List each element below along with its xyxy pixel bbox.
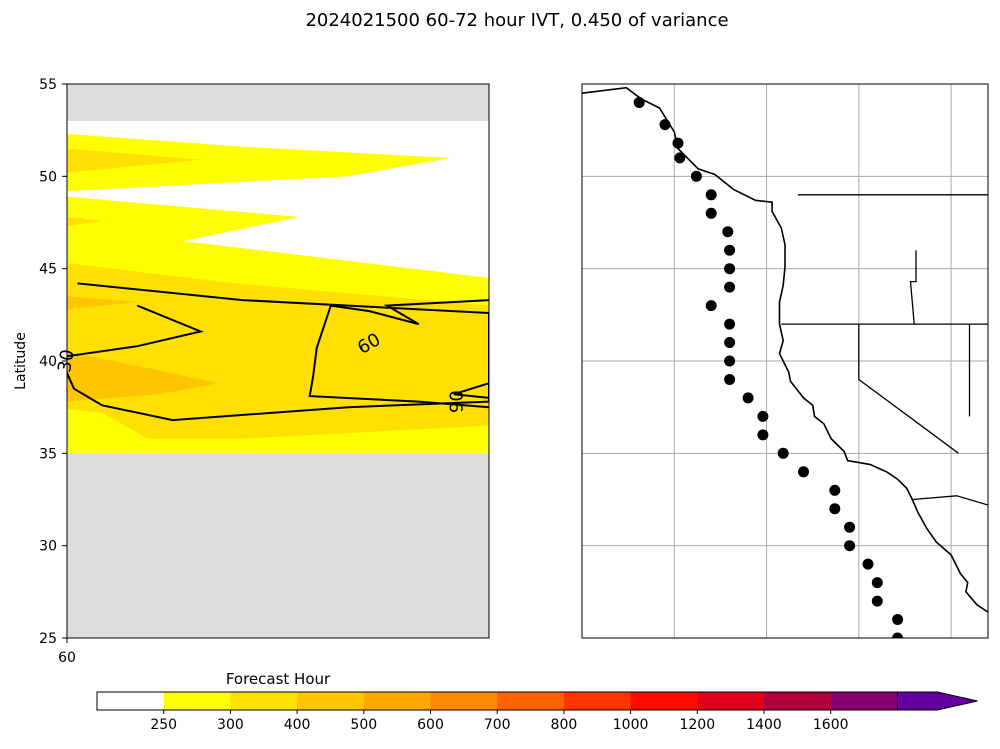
contour-label-90: 90 <box>446 390 467 413</box>
colorbar-segment-1 <box>163 692 231 710</box>
forecast-hour-ticks: 60 <box>58 638 76 666</box>
contour-line-90 <box>453 382 489 399</box>
colorbar-segment-6 <box>497 692 565 710</box>
coastal-marker-3 <box>674 152 686 164</box>
colorbar-segment-2 <box>230 692 298 710</box>
colorbar-tick-label-1200: 1200 <box>679 717 715 733</box>
colorbar-tick-label-1600: 1600 <box>813 717 849 733</box>
border-line-5 <box>912 495 988 506</box>
no-data-bands <box>67 84 489 638</box>
coastal-marker-15 <box>724 374 736 385</box>
colorbar-tick-label-1400: 1400 <box>746 717 782 733</box>
colorbar-segment-3 <box>297 692 365 710</box>
coastal-marker-11 <box>705 300 717 312</box>
contour-line-30 <box>67 282 489 422</box>
coastal-marker-6 <box>705 207 717 219</box>
colorbar-tick-label-300: 300 <box>217 717 244 733</box>
ivt-filled-contours <box>67 133 489 454</box>
colorbar-extend-arrow <box>897 692 978 710</box>
coastal-marker-29 <box>892 632 904 638</box>
ivt-fill-400-500-5 <box>67 296 138 310</box>
colorbar-ticks: 250 300 400 500 600 700 800 1000 1200 1400 1600 <box>150 710 849 733</box>
coastal-marker-13 <box>724 337 736 348</box>
colorbar-arrow-outline <box>896 691 978 711</box>
coastal-marker-28 <box>892 614 904 625</box>
coastal-marker-1 <box>659 119 671 131</box>
ivt-fill-400-500-6 <box>67 351 219 402</box>
colorbar-tick-label-700: 700 <box>484 717 511 733</box>
coastal-marker-19 <box>777 447 789 459</box>
y-tick-label-55: 55 <box>39 77 57 93</box>
coastal-marker-22 <box>829 503 841 515</box>
ivt-fill-250-300-0 <box>67 133 451 192</box>
map-frame <box>581 83 989 639</box>
y-tick-label-45: 45 <box>39 262 57 278</box>
x-axis-label: Forecast Hour <box>226 670 331 688</box>
coastal-marker-2 <box>672 137 684 149</box>
map-panel <box>581 83 989 639</box>
contour-line-60 <box>308 299 489 409</box>
coastal-marker-16 <box>742 392 754 404</box>
colorbar-segment-5 <box>430 692 498 710</box>
coastal-marker-14 <box>724 355 736 367</box>
coastal-marker-4 <box>690 170 702 182</box>
colorbar-tick-label-400: 400 <box>284 717 311 733</box>
coastal-marker-24 <box>844 540 856 552</box>
y-tick-label-30: 30 <box>39 539 57 555</box>
colorbar-segment-9 <box>697 692 765 710</box>
colorbar-segment-0 <box>97 692 165 710</box>
no-data-band-0 <box>67 453 489 638</box>
colorbar-tick-label-1000: 1000 <box>613 717 649 733</box>
colorbar-segment-11 <box>830 692 898 710</box>
border-line-2 <box>858 324 959 454</box>
coastal-marker-12 <box>724 318 736 330</box>
colorbar-tick-label-250: 250 <box>150 717 177 733</box>
coastal-marker-5 <box>705 189 717 201</box>
latitude-ticks: 25 30 35 40 45 50 55 <box>39 77 67 647</box>
y-tick-label-35: 35 <box>39 446 57 462</box>
y-tick-label-50: 50 <box>39 169 57 185</box>
coastal-marker-10 <box>724 281 736 293</box>
coastal-marker-27 <box>871 595 883 607</box>
coastline-path <box>582 86 988 613</box>
y-axis-label: Latitude <box>13 332 29 390</box>
coastal-marker-18 <box>757 429 769 441</box>
coastal-marker-7 <box>722 226 734 238</box>
coastal-marker-9 <box>724 263 736 275</box>
x-tick-label-60: 60 <box>58 650 76 666</box>
coastal-marker-0 <box>633 97 645 108</box>
no-data-band-1 <box>67 84 489 121</box>
colorbar-tick-label-500: 500 <box>350 717 377 733</box>
colorbar-segment-8 <box>630 692 698 710</box>
figure-title: 2024021500 60-72 hour IVT, 0.450 of vari… <box>305 10 728 31</box>
ivt-contour-lines <box>67 282 489 422</box>
colorbar-segment-7 <box>563 692 632 710</box>
border-line-3 <box>909 250 917 325</box>
y-tick-label-25: 25 <box>39 631 57 647</box>
colorbar-tick-label-600: 600 <box>417 717 444 733</box>
coastal-marker-23 <box>844 521 856 533</box>
ivt-fill-300-400-1 <box>67 148 201 173</box>
coastal-marker-20 <box>798 466 809 478</box>
colorbar-tick-label-800: 800 <box>551 717 578 733</box>
colorbar-segment-4 <box>363 692 431 710</box>
coastal-markers <box>633 97 904 638</box>
coastal-marker-8 <box>724 244 736 256</box>
y-tick-label-40: 40 <box>39 354 57 370</box>
colorbar-segment-10 <box>764 692 832 710</box>
coastline <box>582 86 988 613</box>
coastal-marker-17 <box>757 410 769 422</box>
political-borders <box>781 194 988 506</box>
ivt-fill-300-400-3 <box>67 217 103 227</box>
colorbar <box>96 691 978 711</box>
coastal-marker-25 <box>862 558 874 570</box>
coastal-marker-21 <box>829 484 841 496</box>
coastal-marker-26 <box>871 577 883 589</box>
